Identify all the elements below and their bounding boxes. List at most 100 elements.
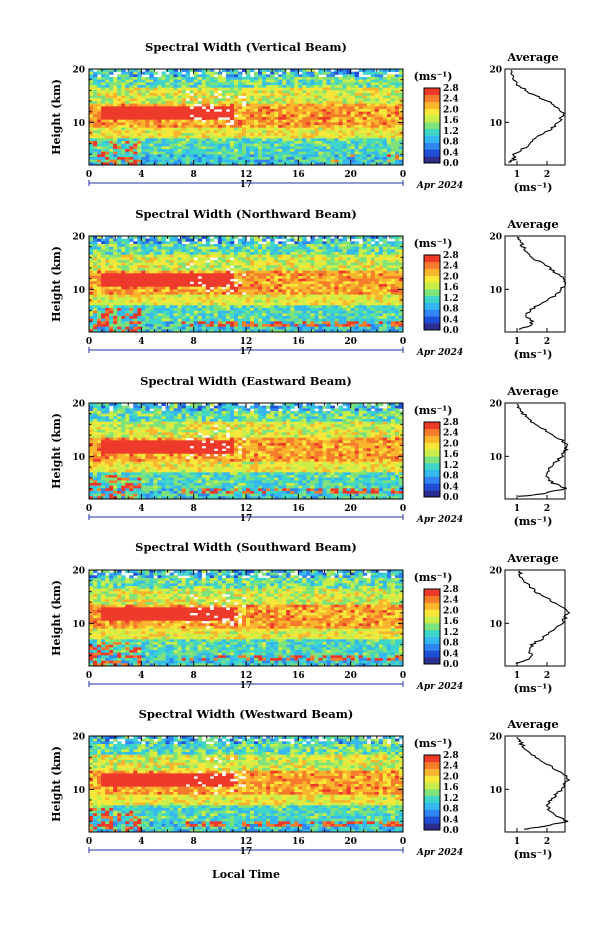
heatmap-cell bbox=[233, 127, 239, 131]
heatmap-cell bbox=[350, 143, 356, 147]
heatmap-cell bbox=[153, 117, 158, 121]
heatmap-cell bbox=[173, 79, 178, 83]
heatmap-cell bbox=[318, 71, 323, 75]
heatmap-cell bbox=[310, 308, 315, 312]
heatmap-cell bbox=[125, 157, 130, 161]
heatmap-cell bbox=[290, 297, 295, 301]
heatmap-cell bbox=[221, 310, 227, 314]
heatmap-cell bbox=[330, 127, 335, 131]
heatmap-cell bbox=[302, 122, 307, 126]
heatmap-cell bbox=[225, 244, 231, 248]
heatmap-cell bbox=[334, 106, 339, 110]
heatmap-cell bbox=[101, 257, 106, 261]
heatmap-cell bbox=[109, 106, 114, 110]
heatmap-cell bbox=[278, 101, 283, 105]
heatmap-cell bbox=[109, 154, 114, 158]
heatmap-cell bbox=[213, 262, 219, 266]
heatmap-cell bbox=[93, 93, 98, 97]
heatmap-cell bbox=[193, 268, 199, 272]
heatmap-cell bbox=[262, 151, 267, 155]
heatmap-cell bbox=[201, 69, 207, 73]
heatmap-cell bbox=[237, 90, 243, 94]
colorbar-swatch bbox=[424, 149, 440, 157]
heatmap-cell bbox=[173, 249, 178, 253]
heatmap-cell bbox=[274, 276, 279, 280]
heatmap-cell bbox=[278, 133, 283, 137]
heatmap-cell bbox=[370, 93, 376, 97]
heatmap-cell bbox=[109, 300, 114, 304]
heatmap-cell bbox=[101, 103, 106, 107]
heatmap-cell bbox=[250, 244, 255, 248]
heatmap-cell bbox=[366, 159, 372, 163]
heatmap-cell bbox=[282, 321, 287, 325]
heatmap-cell bbox=[189, 130, 195, 134]
heatmap-cell bbox=[109, 252, 114, 256]
heatmap-cell bbox=[149, 294, 154, 298]
heatmap-cell bbox=[237, 103, 243, 107]
heatmap-cell bbox=[250, 281, 255, 285]
heatmap-cell bbox=[97, 329, 102, 333]
heatmap-cell bbox=[274, 289, 279, 293]
heatmap-cell bbox=[314, 130, 319, 134]
heatmap-cell bbox=[241, 114, 247, 118]
heatmap-cell bbox=[93, 90, 98, 94]
heatmap-cell bbox=[342, 114, 348, 118]
heatmap-cell bbox=[145, 159, 150, 163]
heatmap-cell bbox=[394, 135, 400, 139]
heatmap-cell bbox=[246, 289, 251, 293]
heatmap-cell bbox=[193, 305, 199, 309]
heatmap-cell bbox=[89, 127, 94, 131]
heatmap-cell bbox=[394, 119, 400, 123]
heatmap-cell bbox=[350, 117, 356, 121]
heatmap-cell bbox=[318, 286, 323, 290]
heatmap-cell bbox=[258, 77, 263, 81]
heatmap-cell bbox=[193, 135, 199, 139]
heatmap-cell bbox=[145, 162, 150, 166]
heatmap-cell bbox=[298, 321, 303, 325]
heatmap-cell bbox=[262, 300, 267, 304]
heatmap-cell bbox=[177, 284, 182, 288]
heatmap-cell bbox=[133, 93, 138, 97]
heatmap-cell bbox=[185, 159, 191, 163]
heatmap-cell bbox=[306, 119, 311, 123]
heatmap-cell bbox=[378, 117, 384, 121]
heatmap-cell bbox=[97, 138, 102, 142]
heatmap-cell bbox=[129, 244, 134, 248]
heatmap-cell bbox=[306, 310, 311, 314]
heatmap-cell bbox=[370, 82, 376, 86]
heatmap-cell bbox=[330, 326, 335, 330]
heatmap-cell bbox=[169, 162, 174, 166]
heatmap-cell bbox=[278, 87, 283, 91]
heatmap-cell bbox=[153, 79, 158, 83]
heatmap-cell bbox=[137, 103, 142, 107]
heatmap-cell bbox=[290, 257, 295, 261]
heatmap-cell bbox=[233, 93, 239, 97]
heatmap-cell bbox=[141, 238, 146, 242]
heatmap-cell bbox=[105, 308, 110, 312]
heatmap-cell bbox=[378, 119, 384, 123]
heatmap-cell bbox=[189, 286, 195, 290]
heatmap-cell bbox=[89, 149, 94, 153]
heatmap-cell bbox=[141, 316, 146, 320]
heatmap-cell bbox=[378, 77, 384, 81]
heatmap-cell bbox=[250, 265, 255, 269]
heatmap-cell bbox=[193, 71, 199, 75]
heatmap-cell bbox=[262, 82, 267, 86]
heatmap-cell bbox=[350, 87, 356, 91]
heatmap-cell bbox=[225, 302, 231, 306]
heatmap-cell bbox=[93, 111, 98, 115]
heatmap-cell bbox=[205, 127, 211, 131]
heatmap-cell bbox=[262, 310, 267, 314]
heatmap-cell bbox=[282, 117, 287, 121]
heatmap-cell bbox=[398, 95, 404, 99]
heatmap-cell bbox=[189, 321, 195, 325]
heatmap-cell bbox=[173, 154, 178, 158]
heatmap-cell bbox=[225, 308, 231, 312]
heatmap-cell bbox=[298, 101, 303, 105]
heatmap-cell bbox=[189, 297, 195, 301]
heatmap-cell bbox=[250, 318, 255, 322]
heatmap-cell bbox=[165, 138, 170, 142]
heatmap-cell bbox=[362, 149, 368, 153]
heatmap-cell bbox=[165, 313, 170, 317]
heatmap-cell bbox=[193, 85, 199, 89]
